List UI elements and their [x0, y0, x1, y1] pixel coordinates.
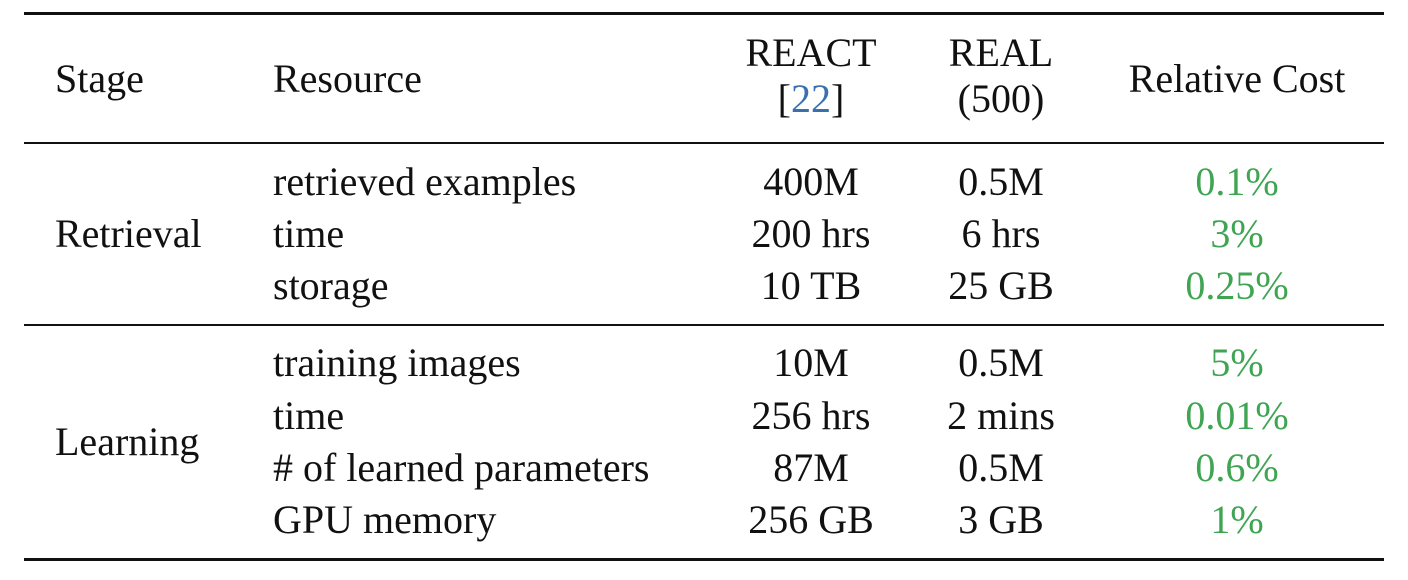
table-row-real: 0.5M [958, 340, 1044, 385]
header-real-size: (500) [957, 76, 1045, 121]
header-real-title: REAL [948, 30, 1054, 75]
header-react: REACT [22] [745, 30, 876, 122]
table-row-relative: 0.1% [1195, 159, 1279, 204]
header-react-title: REACT [745, 30, 877, 75]
table-row-real: 2 mins [947, 393, 1055, 438]
top-rule [24, 12, 1384, 15]
table-row-real: 6 hrs [961, 211, 1041, 256]
table-row-relative: 0.6% [1195, 445, 1279, 490]
table-row-resource: GPU memory [273, 497, 497, 542]
stage-retrieval: Retrieval [55, 211, 202, 256]
table-row-react: 10 TB [760, 263, 862, 308]
section-divider-rule [24, 324, 1384, 326]
table-row-react: 256 GB [748, 497, 874, 542]
table-row-react: 87M [773, 445, 849, 490]
header-real: REAL (500) [949, 30, 1053, 122]
table-row-resource: time [273, 211, 345, 256]
table-row-resource: training images [273, 340, 521, 385]
table-row-real: 0.5M [958, 159, 1044, 204]
table-row-resource: storage [273, 263, 389, 308]
header-react-citation: [22] [745, 76, 876, 122]
table-row-relative: 3% [1210, 211, 1264, 256]
citation-open-bracket: [ [777, 76, 791, 121]
bottom-rule [24, 558, 1384, 561]
citation-link[interactable]: 22 [791, 76, 831, 121]
table-row-real: 25 GB [948, 263, 1054, 308]
header-relative-cost: Relative Cost [1128, 56, 1346, 101]
table-row-real: 0.5M [958, 445, 1044, 490]
table-row-react: 200 hrs [751, 211, 871, 256]
table-row-relative: 0.25% [1185, 263, 1289, 308]
table-row-real: 3 GB [958, 497, 1044, 542]
header-stage: Stage [55, 56, 144, 101]
table-row-react: 400M [763, 159, 859, 204]
table-row-resource: time [273, 393, 345, 438]
table-row-relative: 1% [1210, 497, 1264, 542]
stage-learning: Learning [55, 419, 200, 464]
table-row-relative: 5% [1210, 340, 1264, 385]
table-row-react: 10M [773, 340, 849, 385]
citation-close-bracket: ] [831, 76, 845, 121]
table-row-resource: retrieved examples [273, 159, 577, 204]
table-row-react: 256 hrs [751, 393, 871, 438]
header-resource: Resource [273, 56, 422, 101]
header-rule [24, 142, 1384, 144]
table-row-relative: 0.01% [1185, 393, 1289, 438]
table-row-resource: # of learned parameters [273, 445, 650, 490]
